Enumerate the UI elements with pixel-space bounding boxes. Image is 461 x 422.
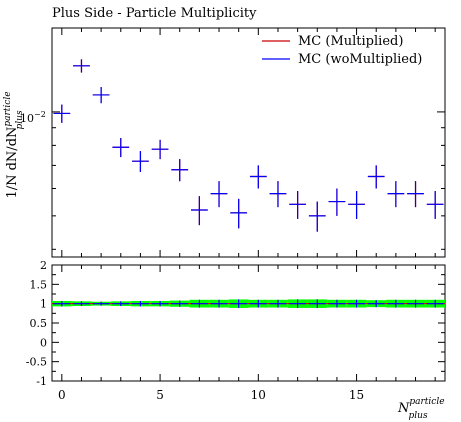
- data-point: [289, 191, 306, 219]
- ratio-point: [191, 299, 208, 308]
- ratio-y-tick-label: 1: [40, 298, 47, 311]
- ratio-y-tick-label: -1: [36, 375, 47, 388]
- ratio-point: [53, 300, 71, 307]
- ratio-y-tick-labels: -1 -0.5 0 0.5 1 1.5 2: [26, 259, 47, 388]
- ratio-plot-frame: [51, 264, 446, 382]
- main-data-marks: [53, 59, 444, 232]
- data-point: [249, 165, 267, 189]
- x-tick-label: 15: [349, 388, 364, 402]
- y-tick-exponent: −2: [34, 110, 46, 119]
- x-axis-label-sub: plus: [409, 411, 428, 421]
- ratio-point: [132, 300, 149, 307]
- x-tick-labels: 0 5 10 15: [58, 388, 364, 402]
- ratio-point: [426, 299, 444, 308]
- ratio-y-tick-label: 2: [40, 259, 47, 272]
- ratio-point: [73, 301, 90, 306]
- x-axis-label: Nparticle plus: [397, 397, 445, 421]
- x-tick-label: 5: [156, 388, 164, 402]
- ratio-point: [249, 299, 267, 308]
- x-axis-label-sup: particle: [409, 397, 444, 407]
- data-point: [73, 59, 90, 73]
- data-point: [171, 159, 189, 182]
- main-plot-frame: [51, 27, 446, 258]
- y-axis-label-sup: particle: [3, 91, 13, 126]
- legend-label-multiplied: MC (Multiplied): [298, 34, 403, 49]
- ratio-point: [367, 300, 385, 308]
- ratio-point: [92, 301, 110, 306]
- data-point: [367, 165, 385, 189]
- main-axis-ticks: [52, 28, 445, 257]
- data-point: [53, 104, 71, 123]
- y-tick-base: 10: [20, 112, 34, 125]
- y-axis-label-prefix: 1/N dN/dN: [5, 127, 20, 199]
- data-point: [426, 191, 444, 219]
- legend-label-womultiplied: MC (woMultiplied): [298, 52, 422, 67]
- ratio-y-tick-label: -0.5: [26, 356, 47, 369]
- ratio-point: [112, 301, 130, 306]
- x-tick-label: 0: [58, 388, 66, 402]
- data-point: [151, 139, 169, 160]
- ratio-point: [151, 300, 169, 307]
- ratio-point: [308, 299, 326, 308]
- ratio-point: [230, 299, 248, 308]
- y-axis-label: 1/N dN/dNparticle plus: [3, 91, 25, 198]
- data-point: [328, 188, 346, 216]
- x-tick-label: 10: [251, 388, 266, 402]
- ratio-point: [210, 299, 228, 308]
- ratio-point: [289, 299, 306, 308]
- data-point: [132, 151, 149, 172]
- ratio-y-tick-label: 0.5: [30, 317, 48, 330]
- ratio-point: [407, 299, 424, 308]
- ratio-data-marks: [52, 299, 445, 308]
- ratio-point: [348, 299, 365, 308]
- data-point: [191, 196, 208, 226]
- data-point: [407, 181, 424, 208]
- data-point: [387, 181, 405, 208]
- y-axis-label-sub: plus: [15, 110, 25, 129]
- data-point: [210, 181, 228, 208]
- x-axis-label-main: N: [397, 401, 410, 416]
- chart-title: Plus Side - Particle Multiplicity: [52, 6, 257, 21]
- legend: MC (Multiplied) MC (woMultiplied): [262, 34, 422, 67]
- data-point: [348, 191, 365, 219]
- data-point: [92, 87, 110, 104]
- data-point: [308, 201, 326, 232]
- data-point: [230, 198, 248, 229]
- ratio-point: [387, 299, 405, 308]
- ratio-y-tick-label: 1.5: [30, 278, 48, 291]
- ratio-y-tick-label: 0: [40, 336, 47, 349]
- ratio-point: [171, 300, 189, 307]
- y-tick-label: 10−2: [20, 110, 46, 125]
- ratio-point: [328, 299, 346, 308]
- ratio-axis-ticks: [52, 264, 445, 382]
- data-point: [112, 138, 130, 158]
- ratio-point: [269, 299, 287, 308]
- data-point: [269, 181, 287, 208]
